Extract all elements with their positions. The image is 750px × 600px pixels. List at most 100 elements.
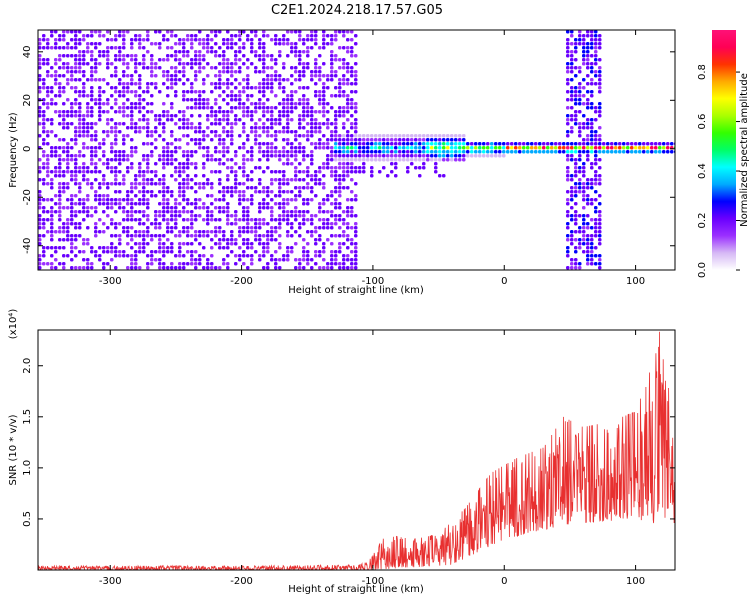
spectrogram-cell (98, 182, 102, 186)
spectrogram-cell (238, 230, 242, 234)
spectrogram-cell (258, 226, 262, 230)
spectrogram-cell (578, 266, 582, 270)
spectrogram-cell (310, 74, 314, 78)
spectrogram-cell (214, 118, 218, 122)
spectrogram-cell (422, 166, 426, 170)
spectrogram-cell (378, 146, 382, 150)
spectrogram-cell (258, 190, 262, 194)
spectrogram-cell (138, 82, 142, 86)
spectrogram-cell (166, 54, 170, 58)
spectrogram-cell (50, 186, 54, 190)
spectrogram-cell (210, 158, 214, 162)
spectrogram-cell (590, 62, 594, 66)
spectrogram-cell (214, 230, 218, 234)
spectrogram-cell (286, 198, 290, 202)
spectrogram-cell (238, 102, 242, 106)
spectrogram-cell (298, 190, 302, 194)
spectrogram-cell (186, 210, 190, 214)
spectrogram-cell (186, 98, 190, 102)
spectrogram-cell (218, 238, 222, 242)
spectrogram-cell (582, 50, 586, 54)
spectrogram-cell (102, 34, 106, 38)
spectrogram-cell (614, 150, 618, 154)
spectrogram-cell (150, 102, 154, 106)
spectrogram-cell (202, 174, 206, 178)
spectrogram-cell (66, 154, 70, 158)
spectrogram-cell (314, 74, 318, 78)
spectrogram-cell (330, 138, 334, 142)
spectrogram-cell (186, 174, 190, 178)
spectrogram-cell (358, 134, 362, 138)
spectrogram-cell (114, 90, 118, 94)
spectrogram-cell (246, 86, 250, 90)
spectrogram-cell (150, 58, 154, 62)
spectrogram-cell (190, 226, 194, 230)
spectrogram-cell (82, 62, 86, 66)
spectrogram-cell (90, 158, 94, 162)
spectrogram-cell (294, 66, 298, 70)
spectrogram-cell (58, 238, 62, 242)
spectrogram-cell (210, 50, 214, 54)
spectrogram-cell (262, 66, 266, 70)
spectrogram-cell (254, 106, 258, 110)
spectrogram-cell (162, 158, 166, 162)
spectrogram-cell (610, 142, 614, 146)
spectrogram-cell (154, 118, 158, 122)
spectrogram-cell (78, 134, 82, 138)
spectrogram-cell (326, 118, 330, 122)
spectrogram-cell (206, 178, 210, 182)
spectrogram-cell (182, 186, 186, 190)
spectrogram-cell (242, 250, 246, 254)
spectrogram-cell (238, 50, 242, 54)
spectrogram-cell (110, 198, 114, 202)
spectrogram-cell (250, 254, 254, 258)
spectrogram-cell (586, 34, 590, 38)
spectrogram-cell (258, 90, 262, 94)
spectrogram-cell (110, 118, 114, 122)
spectrogram-cell (586, 46, 590, 50)
spectrogram-cell (586, 66, 590, 70)
spectrogram-cell (582, 186, 586, 190)
spectrogram-cell (590, 46, 594, 50)
spectrogram-cell (354, 102, 358, 106)
spectrogram-cell (226, 46, 230, 50)
spectrogram-cell (318, 122, 322, 126)
spectrogram-cell (570, 54, 574, 58)
spectrogram-cell (270, 146, 274, 150)
spectrogram-cell (38, 122, 42, 126)
spectrogram-cell (330, 50, 334, 54)
spectrogram-cell (194, 190, 198, 194)
spectrogram-cell (658, 142, 662, 146)
spectrogram-cell (90, 90, 94, 94)
spectrogram-cell (566, 190, 570, 194)
spectrogram-cell (250, 242, 254, 246)
spectrogram-cell (90, 98, 94, 102)
spectrogram-cell (578, 86, 582, 90)
spectrogram-cell (494, 146, 498, 150)
spectrogram-cell (46, 74, 50, 78)
spectrogram-cell (206, 146, 210, 150)
spectrogram-cell (598, 34, 602, 38)
spectrogram-cell (158, 154, 162, 158)
spectrogram-cell (98, 78, 102, 82)
spectrogram-cell (338, 190, 342, 194)
spectrogram-cell (182, 162, 186, 166)
spectrogram-cell (342, 34, 346, 38)
spectrogram-cell (590, 162, 594, 166)
spectrogram-cell (234, 182, 238, 186)
spectrogram-cell (142, 98, 146, 102)
spectrogram-cell (294, 154, 298, 158)
spectrogram-cell (574, 246, 578, 250)
spectrogram-cell (578, 102, 582, 106)
spectrogram-cell (350, 226, 354, 230)
spectrogram-cell (178, 110, 182, 114)
spectrogram-cell (362, 150, 366, 154)
spectrogram-cell (474, 146, 478, 150)
spectrogram-cell (570, 78, 574, 82)
spectrogram-cell (594, 58, 598, 62)
spectrogram-cell (178, 186, 182, 190)
spectrogram-cell (358, 150, 362, 154)
spectrogram-cell (206, 134, 210, 138)
spectrogram-cell (58, 82, 62, 86)
